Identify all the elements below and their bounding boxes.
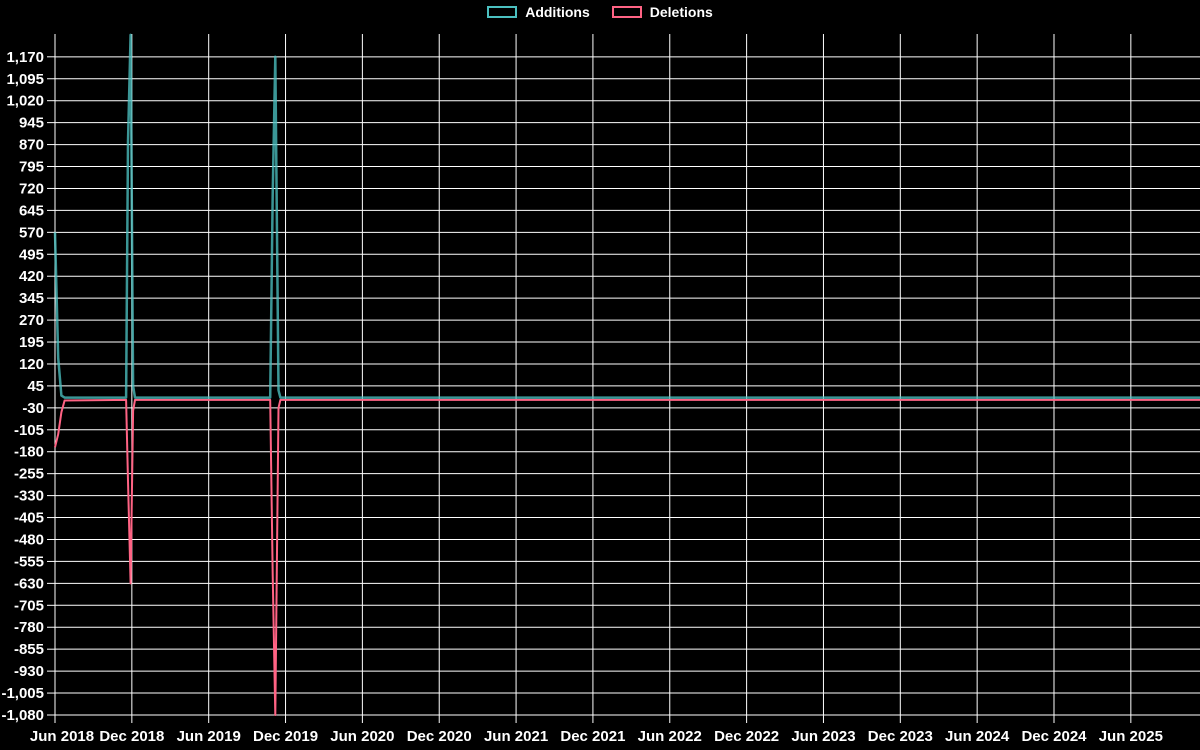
y-tick-label: 795 [19,159,44,176]
x-tick-label: Jun 2024 [945,728,1010,745]
y-tick-label: -255 [14,466,44,483]
y-tick-label: 495 [19,246,44,263]
y-tick-label: -780 [14,619,44,636]
x-tick-label: Dec 2020 [407,728,472,745]
x-tick-label: Jun 2025 [1099,728,1163,745]
x-tick-label: Dec 2024 [1021,728,1087,745]
x-tick-label: Dec 2021 [560,728,625,745]
x-tick-label: Dec 2022 [714,728,779,745]
additions-line [53,33,1200,399]
y-tick-label: -480 [14,531,44,548]
y-tick-label: 570 [19,224,44,241]
x-tick-label: Jun 2018 [30,728,94,745]
y-tick-label: 120 [19,356,44,373]
y-tick-label: 345 [19,290,44,307]
y-tick-label: -930 [14,663,44,680]
x-tick-label: Dec 2018 [99,728,164,745]
y-tick-label: 420 [19,268,44,285]
y-tick-label: -705 [14,597,44,614]
x-tick-label: Jun 2021 [484,728,548,745]
y-tick-label: 1,095 [6,71,44,88]
y-tick-label: 720 [19,180,44,197]
y-tick-label: -180 [14,444,44,461]
y-tick-label: 645 [19,202,44,219]
y-tick-label: -330 [14,488,44,505]
x-tick-label: Jun 2020 [330,728,394,745]
x-tick-label: Jun 2023 [791,728,855,745]
x-tick-label: Dec 2023 [868,728,933,745]
y-tick-label: 870 [19,137,44,154]
deletions-line [54,398,1200,716]
y-tick-label: 270 [19,312,44,329]
x-tick-label: Jun 2022 [638,728,702,745]
y-tick-label: -405 [14,510,44,527]
y-tick-label: -30 [22,400,44,417]
x-tick-label: Dec 2019 [253,728,318,745]
chart-legend: Additions Deletions [0,5,1200,19]
x-tick-label: Jun 2019 [177,728,241,745]
deletions-legend-swatch [611,6,642,18]
legend-item-deletions[interactable]: Deletions [611,4,713,20]
y-tick-label: -855 [14,641,44,658]
deletions-legend-label: Deletions [649,4,713,20]
y-tick-label: 1,170 [6,49,44,66]
additions-legend-label: Additions [525,4,590,20]
y-tick-label: -105 [14,422,44,439]
y-tick-label: 1,020 [6,93,44,110]
y-tick-label: 195 [19,334,44,351]
y-tick-label: 45 [27,378,44,395]
additions-legend-swatch [487,6,518,18]
y-tick-label: 945 [19,115,44,132]
y-tick-label: -1,080 [1,707,44,724]
y-tick-label: -630 [14,575,44,592]
y-tick-label: -555 [14,553,44,570]
legend-item-additions[interactable]: Additions [487,5,590,19]
y-tick-label: -1,005 [1,685,44,702]
